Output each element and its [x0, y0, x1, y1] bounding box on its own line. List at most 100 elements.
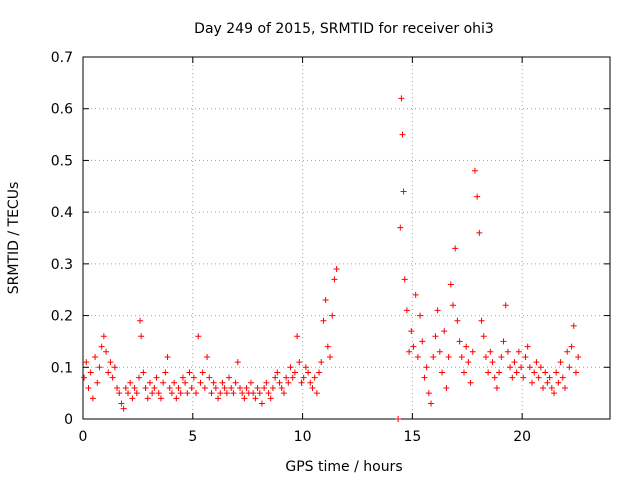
data-point: [149, 390, 156, 397]
data-point: [217, 390, 224, 397]
data-point: [566, 364, 573, 371]
y-axis-label: SRMTID / TECUs: [6, 182, 22, 295]
data-point: [441, 328, 448, 335]
data-point: [283, 374, 290, 381]
data-point: [318, 359, 325, 366]
data-point: [447, 281, 454, 288]
data-point: [504, 348, 511, 355]
x-axis-label: GPS time / hours: [285, 459, 402, 475]
data-point: [443, 384, 450, 391]
data-point: [116, 390, 123, 397]
grid-lines: [83, 57, 610, 419]
data-point: [153, 374, 160, 381]
data-point: [417, 312, 424, 319]
data-point: [399, 131, 406, 138]
data-point: [568, 343, 575, 350]
data-point: [465, 359, 472, 366]
data-point: [320, 317, 327, 324]
data-point: [311, 374, 318, 381]
data-point: [254, 384, 261, 391]
data-point: [531, 369, 538, 376]
data-point: [272, 374, 279, 381]
data-point: [460, 369, 467, 376]
data-point: [439, 369, 446, 376]
data-point: [436, 348, 443, 355]
data-point: [456, 338, 463, 345]
data-point: [133, 390, 140, 397]
data-point: [425, 390, 432, 397]
data-point: [572, 369, 579, 376]
data-point: [208, 390, 215, 397]
data-point: [199, 369, 206, 376]
data-point: [142, 384, 149, 391]
data-point: [331, 276, 338, 283]
data-point: [164, 353, 171, 360]
data-point: [397, 224, 404, 231]
data-point: [561, 384, 568, 391]
data-point: [327, 353, 334, 360]
data-point: [313, 390, 320, 397]
data-point: [537, 364, 544, 371]
data-point: [177, 390, 184, 397]
data-point: [146, 379, 153, 386]
data-point: [289, 374, 296, 381]
data-point: [179, 374, 186, 381]
data-point: [109, 374, 116, 381]
data-point: [408, 328, 415, 335]
data-point: [555, 379, 562, 386]
data-point: [548, 384, 555, 391]
data-point: [243, 384, 250, 391]
data-point: [92, 353, 99, 360]
data-point: [302, 364, 309, 371]
data-point: [458, 353, 465, 360]
data-point: [305, 369, 312, 376]
data-point: [269, 384, 276, 391]
data-point: [223, 390, 230, 397]
data-point: [162, 369, 169, 376]
data-point: [120, 405, 127, 412]
data-point: [551, 390, 558, 397]
data-point: [160, 379, 167, 386]
data-point: [294, 333, 301, 340]
data-point: [333, 266, 340, 273]
data-point: [129, 395, 136, 402]
y-tick-label: 0.7: [51, 50, 73, 66]
data-point: [500, 338, 507, 345]
data-point: [300, 374, 307, 381]
data-point: [280, 390, 287, 397]
data-point: [85, 384, 92, 391]
data-point: [206, 374, 213, 381]
data-point: [471, 167, 478, 174]
data-point: [398, 95, 405, 102]
data-point: [502, 302, 509, 309]
data-point: [276, 379, 283, 386]
data-point: [540, 384, 547, 391]
data-point: [452, 245, 459, 252]
data-point: [103, 348, 110, 355]
data-point: [291, 369, 298, 376]
data-point: [546, 374, 553, 381]
data-point: [155, 390, 162, 397]
data-point: [278, 384, 285, 391]
data-point: [204, 353, 211, 360]
data-point: [403, 307, 410, 314]
data-point: [137, 317, 144, 324]
data-point: [221, 384, 228, 391]
data-point: [247, 379, 254, 386]
x-tick-label: 0: [79, 429, 88, 445]
data-point: [401, 276, 408, 283]
data-point: [324, 343, 331, 350]
data-point: [263, 379, 270, 386]
data-point: [96, 364, 103, 371]
data-point: [511, 359, 518, 366]
data-point: [322, 297, 329, 304]
data-point: [485, 369, 492, 376]
data-point: [498, 353, 505, 360]
data-point: [89, 395, 96, 402]
data-point: [138, 333, 145, 340]
data-point: [428, 400, 435, 407]
data-point: [175, 384, 182, 391]
data-point: [287, 364, 294, 371]
data-point: [140, 369, 147, 376]
data-point: [232, 379, 239, 386]
